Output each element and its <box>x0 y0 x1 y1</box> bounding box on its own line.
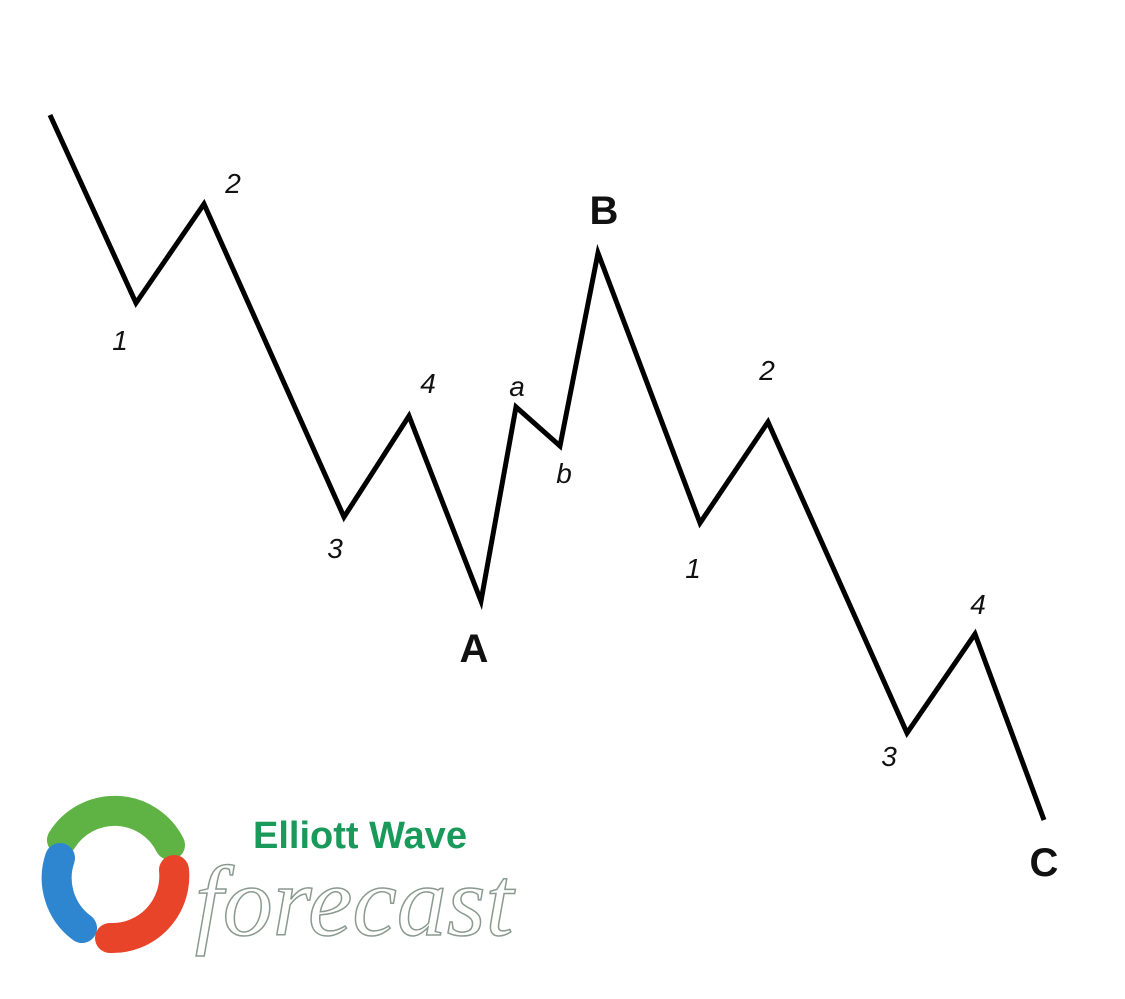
wave-label: 2 <box>758 355 775 386</box>
wave-label: 1 <box>112 325 128 356</box>
wave-label: 1 <box>685 553 701 584</box>
logo-mark <box>41 795 190 954</box>
wave-label: 4 <box>970 589 986 620</box>
wave-label: A <box>460 627 489 671</box>
wave-label: 3 <box>881 741 897 772</box>
wave-label: b <box>556 458 572 489</box>
wave-path <box>47 113 1047 821</box>
wave-label: a <box>509 371 525 402</box>
wave-label: 3 <box>327 533 343 564</box>
wave-label: B <box>590 189 619 233</box>
wave-label: C <box>1030 841 1059 885</box>
wave-label: 2 <box>224 168 241 199</box>
logo-title: Elliott Wave <box>253 815 467 857</box>
wave-label: 4 <box>420 368 436 399</box>
logo-subtitle: forecast <box>195 846 516 957</box>
